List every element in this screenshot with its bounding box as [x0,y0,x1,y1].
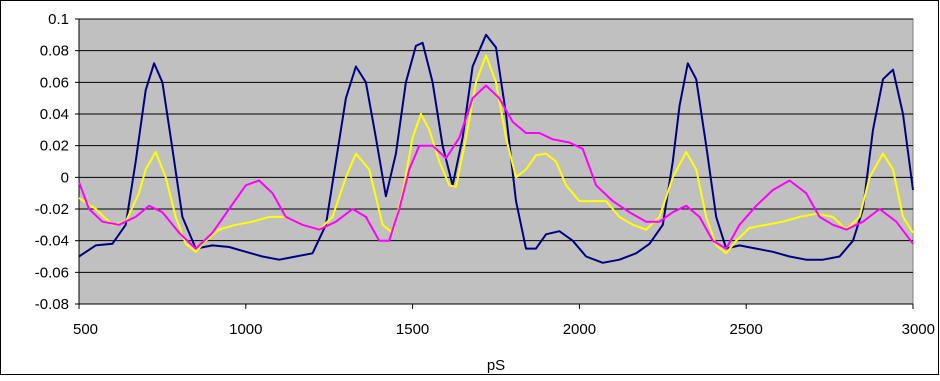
y-axis: -0.08 -0.06 -0.04 -0.02 0 0.02 0.04 0.06 0.08 0.1 [35,11,80,313]
x-tick-label: 500 [73,321,98,338]
y-tick-label: 0.02 [40,138,69,155]
y-tick-label: 0.06 [40,74,69,91]
x-tick-label: 1500 [396,321,429,338]
series-group [78,33,914,264]
x-axis-label: pS [487,357,505,374]
y-tick-label: 0.1 [48,11,69,28]
gridlines [79,18,913,273]
y-tick-label: -0.06 [35,264,69,281]
y-tick-label: 0 [61,169,69,186]
plot-area [78,18,914,305]
x-tick-label: 2500 [730,321,763,338]
y-tick-label: 0.08 [40,43,69,60]
x-tick-label: 3000 [902,321,935,338]
y-tick-label: 0.04 [40,106,69,123]
series-line-1 [78,33,914,264]
x-tick-label: 2000 [563,321,596,338]
series-line-3 [78,84,914,250]
y-tick-label: -0.02 [35,201,69,218]
x-axis: 500 1000 1500 2000 2500 3000 [73,303,935,338]
series-line-2 [78,54,914,255]
x-tick-label: 1000 [229,321,262,338]
y-tick-label: -0.08 [35,296,69,313]
y-tick-label: -0.04 [35,233,69,250]
